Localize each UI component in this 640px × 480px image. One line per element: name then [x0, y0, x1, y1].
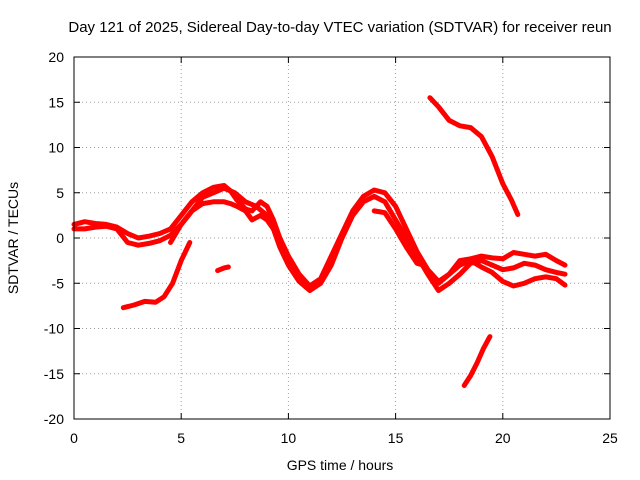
- y-tick-label: -15: [44, 366, 64, 382]
- axis-ticks: 0 5 10 15 20 25 -20 -15 -10 -5 0 5 10 15 20: [44, 49, 618, 446]
- x-tick-label: 5: [177, 430, 185, 446]
- x-tick-label: 0: [70, 430, 78, 446]
- y-tick-label: 5: [56, 185, 64, 201]
- x-tick-label: 10: [281, 430, 297, 446]
- y-tick-label: 0: [56, 230, 64, 246]
- x-tick-label: 20: [495, 430, 511, 446]
- series-track-descending-high: [427, 95, 521, 217]
- y-tick-label: -10: [44, 321, 64, 337]
- series-track-main-c: [168, 185, 276, 245]
- series-track-main-a: [71, 183, 568, 289]
- y-tick-label: 15: [48, 94, 64, 110]
- chart-title: Day 121 of 2025, Sidereal Day-to-day VTE…: [68, 19, 611, 36]
- series-track-steep-low: [461, 334, 493, 388]
- series-track-short-segment: [215, 264, 231, 274]
- series-track-main-b: [71, 193, 568, 293]
- x-tick-label: 15: [388, 430, 404, 446]
- y-tick-label: 10: [48, 140, 64, 156]
- series-track-rising-low: [120, 240, 193, 311]
- x-tick-label: 25: [602, 430, 618, 446]
- y-axis-title: SDTVAR / TECUs: [5, 182, 21, 294]
- y-tick-label: 20: [48, 49, 64, 65]
- y-tick-label: -5: [52, 275, 65, 291]
- data-series: [71, 95, 568, 388]
- series-track-main-e: [436, 258, 568, 289]
- y-tick-label: -20: [44, 411, 64, 427]
- x-axis-title: GPS time / hours: [287, 457, 394, 473]
- series-track-main-d: [371, 208, 426, 268]
